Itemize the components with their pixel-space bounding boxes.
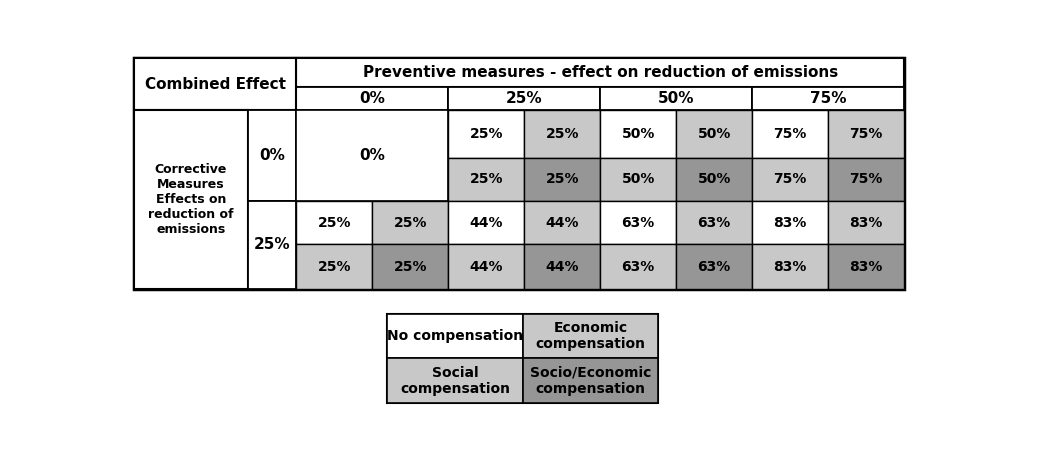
Bar (449, 158, 524, 200)
Text: 50%: 50% (698, 127, 730, 141)
Text: 0%: 0% (260, 148, 286, 163)
Text: Corrective
Measures
Effects on
reduction of
emissions: Corrective Measures Effects on reduction… (148, 163, 233, 236)
Bar (522, 359, 658, 403)
Bar (828, 158, 904, 200)
Text: 75%: 75% (849, 127, 883, 141)
Text: 50%: 50% (621, 127, 655, 141)
Bar (600, 111, 676, 158)
Text: 75%: 75% (810, 92, 846, 106)
Bar (449, 245, 524, 289)
Bar (522, 314, 658, 359)
Bar (133, 58, 296, 111)
Bar (449, 111, 524, 158)
Bar (753, 245, 828, 289)
Text: 25%: 25% (545, 173, 579, 186)
Bar (133, 58, 904, 289)
Bar (296, 200, 372, 245)
Text: Preventive measures - effect on reduction of emissions: Preventive measures - effect on reductio… (363, 65, 838, 80)
Bar (296, 87, 449, 111)
Bar (372, 245, 449, 289)
Text: 0%: 0% (359, 92, 386, 106)
Text: 63%: 63% (698, 260, 730, 274)
Bar (753, 111, 828, 158)
Text: 50%: 50% (621, 173, 655, 186)
Bar (753, 87, 904, 111)
Bar (676, 158, 753, 200)
Text: 44%: 44% (545, 215, 579, 230)
Text: 25%: 25% (506, 92, 542, 106)
Text: 25%: 25% (317, 260, 351, 274)
Bar (449, 200, 524, 245)
Text: 63%: 63% (621, 215, 655, 230)
Bar (676, 200, 753, 245)
Text: 83%: 83% (849, 260, 883, 274)
Text: 25%: 25% (317, 215, 351, 230)
Bar (753, 158, 828, 200)
Text: 83%: 83% (849, 215, 883, 230)
Text: Economic
compensation: Economic compensation (536, 321, 645, 351)
Bar (753, 200, 828, 245)
Bar (524, 200, 600, 245)
Bar (600, 245, 676, 289)
Text: Social
compensation: Social compensation (400, 365, 510, 396)
Text: 50%: 50% (698, 173, 730, 186)
Text: 44%: 44% (470, 215, 503, 230)
Text: 0%: 0% (359, 148, 386, 163)
Text: 25%: 25% (470, 173, 503, 186)
Bar (296, 58, 904, 87)
Text: 25%: 25% (394, 215, 427, 230)
Bar (524, 111, 600, 158)
Text: 83%: 83% (774, 260, 807, 274)
Text: 25%: 25% (394, 260, 427, 274)
Bar (372, 200, 449, 245)
Bar (828, 111, 904, 158)
Text: Combined Effect: Combined Effect (145, 77, 286, 92)
Bar (600, 200, 676, 245)
Bar (387, 359, 522, 403)
Text: 63%: 63% (698, 215, 730, 230)
Text: 25%: 25% (254, 237, 291, 252)
Text: 63%: 63% (621, 260, 655, 274)
Text: 75%: 75% (774, 127, 807, 141)
Text: 25%: 25% (545, 127, 579, 141)
Bar (296, 245, 372, 289)
Bar (133, 111, 248, 289)
Bar (387, 314, 522, 359)
Bar (449, 87, 600, 111)
Bar (600, 87, 753, 111)
Bar (600, 158, 676, 200)
Text: No compensation: No compensation (387, 329, 523, 343)
Bar (524, 245, 600, 289)
Text: 75%: 75% (774, 173, 807, 186)
Text: 75%: 75% (849, 173, 883, 186)
Bar (828, 200, 904, 245)
Bar (248, 200, 296, 289)
Text: 44%: 44% (470, 260, 503, 274)
Bar (387, 314, 658, 403)
Bar (828, 245, 904, 289)
Text: 83%: 83% (774, 215, 807, 230)
Bar (296, 111, 449, 200)
Bar (248, 111, 296, 200)
Bar (524, 158, 600, 200)
Text: 25%: 25% (470, 127, 503, 141)
Text: 50%: 50% (658, 92, 695, 106)
Text: Socio/Economic
compensation: Socio/Economic compensation (530, 365, 652, 396)
Bar (676, 111, 753, 158)
Text: 44%: 44% (545, 260, 579, 274)
Bar (676, 245, 753, 289)
